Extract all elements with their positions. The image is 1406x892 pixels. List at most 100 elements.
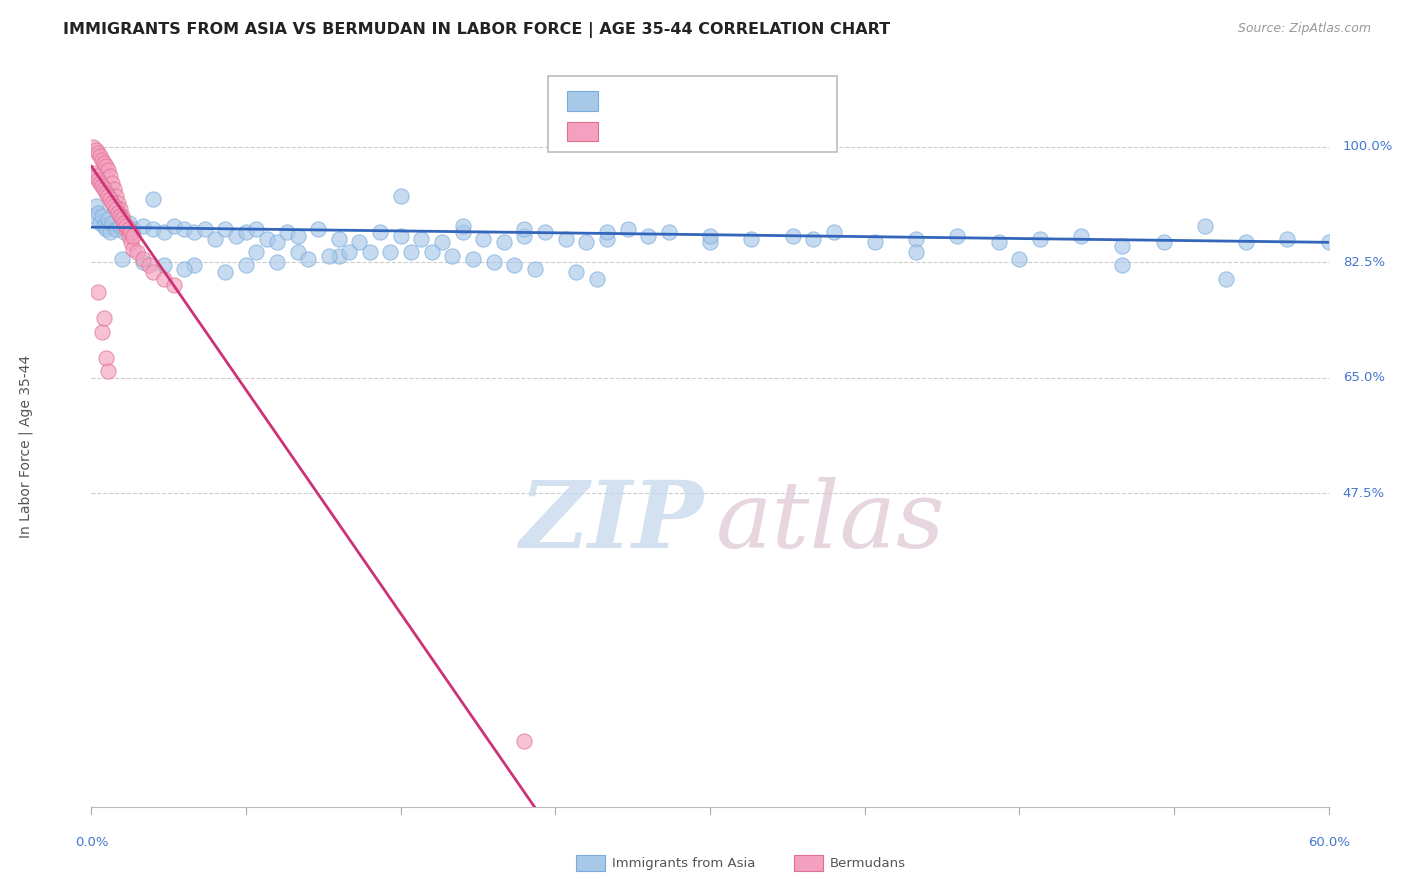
Point	[699, 235, 721, 250]
Point	[105, 222, 128, 236]
Point	[337, 245, 360, 260]
Point	[121, 242, 143, 256]
Point	[90, 325, 112, 339]
Text: 52: 52	[734, 123, 752, 138]
Point	[152, 271, 174, 285]
Point	[823, 226, 845, 240]
Text: atlas: atlas	[716, 477, 946, 566]
Point	[101, 215, 124, 229]
Point	[307, 222, 329, 236]
Point	[513, 222, 536, 236]
Point	[142, 265, 165, 279]
Point	[86, 172, 108, 186]
Point	[115, 222, 138, 236]
Point	[194, 222, 217, 236]
Point	[107, 195, 129, 210]
Point	[905, 245, 928, 260]
Point	[658, 226, 681, 240]
Point	[245, 245, 267, 260]
Point	[245, 222, 267, 236]
Text: In Labor Force | Age 35-44: In Labor Force | Age 35-44	[18, 354, 32, 538]
Point	[637, 228, 659, 243]
Point	[132, 219, 155, 233]
Point	[782, 228, 804, 243]
Point	[740, 232, 762, 246]
Point	[297, 252, 319, 266]
Point	[472, 232, 495, 246]
Point	[93, 219, 115, 233]
Point	[699, 228, 721, 243]
Point	[1153, 235, 1175, 250]
Text: Source: ZipAtlas.com: Source: ZipAtlas.com	[1237, 22, 1371, 36]
Point	[110, 219, 132, 233]
Point	[1317, 235, 1340, 250]
Point	[287, 228, 309, 243]
Point	[1111, 238, 1133, 252]
Point	[266, 235, 288, 250]
Point	[97, 189, 120, 203]
Point	[103, 182, 125, 196]
Point	[93, 156, 115, 170]
Point	[380, 245, 402, 260]
Point	[86, 205, 108, 219]
Point	[94, 222, 117, 236]
Point	[596, 226, 619, 240]
Point	[132, 252, 155, 266]
Point	[575, 235, 598, 250]
Point	[97, 364, 120, 378]
Point	[461, 252, 484, 266]
Point	[94, 351, 117, 365]
Point	[441, 248, 464, 262]
Point	[103, 199, 125, 213]
Point	[1277, 232, 1299, 246]
Text: N =: N =	[703, 123, 735, 138]
Point	[125, 245, 148, 260]
Point	[97, 162, 120, 177]
Point	[84, 169, 107, 184]
Point	[163, 219, 186, 233]
Point	[1070, 228, 1092, 243]
Point	[82, 209, 104, 223]
Point	[596, 232, 619, 246]
Point	[905, 232, 928, 246]
Text: 47.5%: 47.5%	[1343, 487, 1385, 500]
Point	[1194, 219, 1216, 233]
Point	[349, 235, 371, 250]
Point	[987, 235, 1010, 250]
Text: Immigrants from Asia: Immigrants from Asia	[612, 857, 755, 870]
Text: 82.5%: 82.5%	[1343, 256, 1385, 268]
Point	[946, 228, 969, 243]
Text: 0.0%: 0.0%	[75, 837, 108, 849]
Point	[276, 226, 298, 240]
Point	[287, 245, 309, 260]
Point	[225, 228, 247, 243]
Text: IMMIGRANTS FROM ASIA VS BERMUDAN IN LABOR FORCE | AGE 35-44 CORRELATION CHART: IMMIGRANTS FROM ASIA VS BERMUDAN IN LABO…	[63, 22, 890, 38]
Point	[235, 226, 257, 240]
Point	[183, 259, 205, 273]
Point	[101, 176, 124, 190]
Point	[120, 226, 142, 240]
Point	[152, 226, 174, 240]
Point	[142, 222, 165, 236]
Point	[513, 734, 536, 748]
Point	[107, 205, 129, 219]
Point	[84, 199, 107, 213]
Point	[110, 202, 132, 217]
Point	[112, 215, 135, 229]
Point	[90, 153, 112, 167]
Point	[101, 195, 124, 210]
Point	[513, 228, 536, 243]
Point	[89, 176, 111, 190]
Point	[1234, 235, 1257, 250]
Point	[117, 215, 139, 229]
Point	[138, 259, 160, 273]
Point	[82, 166, 104, 180]
Text: 60.0%: 60.0%	[1308, 837, 1350, 849]
Point	[183, 226, 205, 240]
Point	[98, 226, 121, 240]
Point	[111, 209, 134, 223]
Point	[117, 222, 139, 236]
Point	[534, 226, 557, 240]
Point	[112, 226, 135, 240]
Point	[801, 232, 824, 246]
